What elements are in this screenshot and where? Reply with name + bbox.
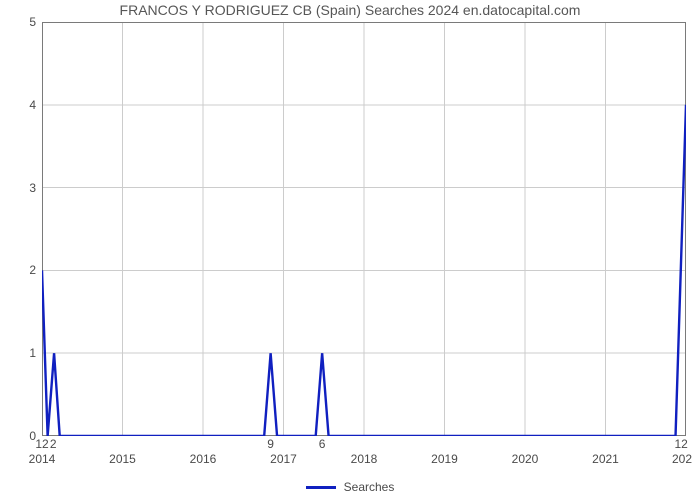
value-label: 6 — [319, 437, 326, 451]
legend-swatch — [306, 486, 336, 489]
value-label: 12 — [35, 437, 48, 451]
y-tick-label: 4 — [29, 98, 36, 112]
x-tick-label: 2021 — [592, 452, 619, 466]
x-tick-label: 2015 — [109, 452, 136, 466]
x-tick-label: 2017 — [270, 452, 297, 466]
y-tick-label: 3 — [29, 181, 36, 195]
x-tick-label: 2014 — [29, 452, 56, 466]
value-label: 2 — [50, 437, 57, 451]
chart-container: FRANCOS Y RODRIGUEZ CB (Spain) Searches … — [0, 0, 700, 500]
value-label: 12 — [674, 437, 687, 451]
plot-area: 0123452014201520162017201820192020202120… — [42, 22, 686, 436]
x-tick-label: 2020 — [512, 452, 539, 466]
chart-title: FRANCOS Y RODRIGUEZ CB (Spain) Searches … — [0, 2, 700, 18]
value-label: 9 — [267, 437, 274, 451]
y-tick-label: 2 — [29, 263, 36, 277]
y-tick-label: 5 — [29, 15, 36, 29]
x-tick-label: 202 — [672, 452, 692, 466]
legend-label: Searches — [344, 480, 395, 494]
y-tick-label: 1 — [29, 346, 36, 360]
x-tick-label: 2016 — [190, 452, 217, 466]
legend: Searches — [0, 480, 700, 494]
x-tick-label: 2018 — [351, 452, 378, 466]
x-tick-label: 2019 — [431, 452, 458, 466]
